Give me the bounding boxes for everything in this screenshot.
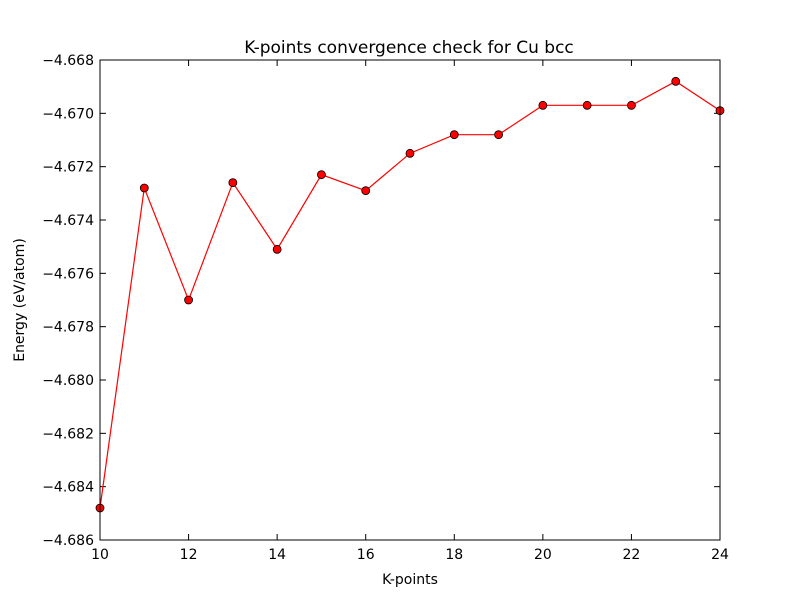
data-point [538,100,548,110]
data-point [184,295,193,305]
x-tick-label: 18 [445,547,463,563]
y-tick-label: −4.676 [42,266,94,282]
y-tick-label: −4.668 [42,53,94,69]
data-point [582,100,592,110]
data-point [228,178,238,188]
x-axis-label: K-points [382,572,438,588]
y-tick-label: −4.674 [42,213,94,229]
data-point [494,130,503,140]
data-point [671,76,681,86]
y-tick-label: −4.678 [42,320,94,336]
plot-frame [99,59,721,541]
ticks-group: 10 12 14 16 18 20 22 24 −4.686 −4.684 −4.682 −4.680… [42,53,729,563]
data-point [449,130,459,140]
data-point [272,244,282,254]
chart-title: K-points convergence check for Cu bcc [244,38,574,58]
x-tick-label: 22 [623,547,641,563]
data-point [405,148,415,158]
x-tick-label: 16 [357,547,375,563]
y-tick-label: −4.672 [42,160,94,176]
plot-area [100,60,720,540]
x-tick-label: 10 [91,547,109,563]
x-tick-label: 14 [268,547,286,563]
x-tick-label: 12 [180,547,198,563]
data-point [627,100,636,110]
y-tick-label: −4.680 [42,373,94,389]
y-tick-label: −4.686 [42,533,94,549]
x-tick-label: 20 [534,547,552,563]
y-tick-label: −4.682 [42,426,94,442]
y-tick-label: −4.670 [42,106,94,122]
y-axis-label: Energy (eV/atom) [12,238,28,362]
data-point [361,186,371,196]
data-point [139,183,149,193]
x-tick-label: 24 [711,547,729,563]
data-point [317,170,326,180]
y-tick-label: −4.684 [42,480,94,496]
